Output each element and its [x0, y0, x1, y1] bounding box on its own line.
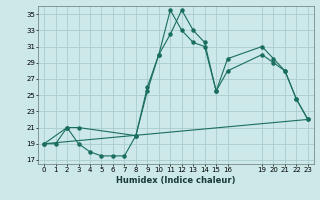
- X-axis label: Humidex (Indice chaleur): Humidex (Indice chaleur): [116, 176, 236, 185]
